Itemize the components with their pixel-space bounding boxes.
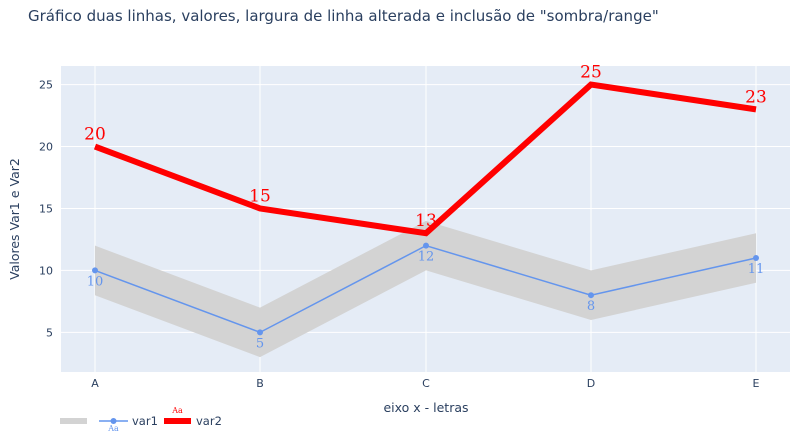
point-var1-E <box>753 255 759 262</box>
legend-label-var1: var1 <box>132 414 158 428</box>
y-tick-15: 15 <box>39 202 53 215</box>
label-var2-B: 15 <box>249 186 271 206</box>
legend-marker-var1 <box>110 418 117 424</box>
point-var1-D <box>588 292 594 299</box>
y-axis-ticks: 5 10 15 20 25 <box>39 79 53 340</box>
legend-label-var2: var2 <box>196 414 222 428</box>
chart-title: Gráfico duas linhas, valores, largura de… <box>28 7 659 25</box>
x-tick-A: A <box>91 377 99 390</box>
label-var1-B: 5 <box>256 336 264 351</box>
legend-sample-var1: Aa <box>107 424 119 433</box>
y-tick-25: 25 <box>39 79 53 92</box>
label-var1-E: 11 <box>748 262 765 277</box>
y-tick-10: 10 <box>39 264 53 277</box>
x-axis-ticks: A B C D E <box>91 377 759 390</box>
x-axis-title: eixo x - letras <box>383 400 468 415</box>
x-tick-E: E <box>753 377 760 390</box>
label-var2-A: 20 <box>84 125 106 145</box>
label-var2-D: 25 <box>580 63 602 83</box>
legend[interactable]: Aa var1 Aa var2 <box>60 406 222 433</box>
x-tick-B: B <box>256 377 264 390</box>
range-band-area <box>95 220 756 358</box>
legend-sample-var2: Aa <box>171 406 183 415</box>
series-line-var2 <box>93 81 757 237</box>
point-var1-B <box>257 329 263 336</box>
point-var1-A <box>92 267 98 274</box>
label-var1-D: 8 <box>587 299 595 314</box>
range-band <box>95 220 756 358</box>
x-tick-D: D <box>587 377 595 390</box>
series-lines <box>92 81 759 336</box>
point-var1-C <box>423 242 429 249</box>
y-tick-5: 5 <box>46 326 53 339</box>
label-var1-A: 10 <box>87 274 104 289</box>
data-labels: 20 15 13 25 23 10 5 12 8 11 <box>84 63 767 352</box>
label-var2-C: 13 <box>415 211 437 231</box>
x-tick-C: C <box>422 377 430 390</box>
label-var1-C: 12 <box>418 250 435 265</box>
label-var2-E: 23 <box>745 87 767 107</box>
y-tick-20: 20 <box>39 141 53 154</box>
y-axis-title: Valores Var1 e Var2 <box>7 158 22 280</box>
